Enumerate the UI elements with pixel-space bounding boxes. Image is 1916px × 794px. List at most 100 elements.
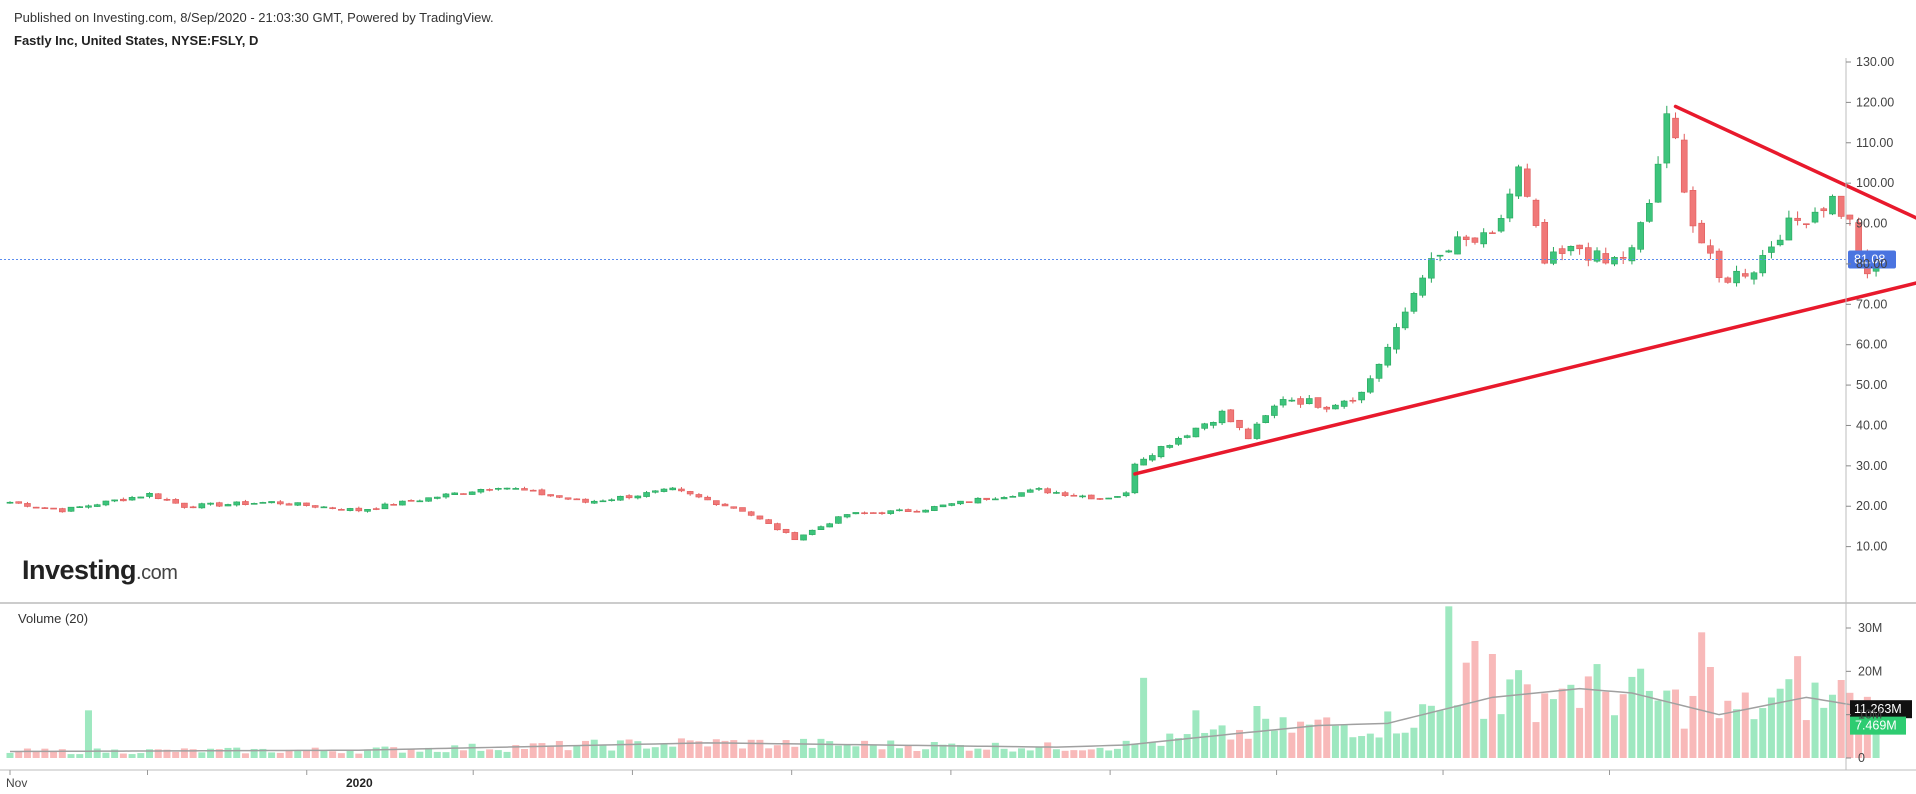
- candle: [922, 509, 929, 513]
- candle-body: [512, 488, 520, 490]
- candle-body: [1358, 391, 1365, 401]
- candle: [730, 506, 738, 509]
- candle-body: [765, 519, 772, 524]
- candle-body: [1454, 236, 1461, 255]
- candle: [120, 497, 127, 502]
- candle: [957, 500, 964, 505]
- x-tick-label-2020: 2020: [346, 776, 373, 790]
- candle: [756, 515, 764, 520]
- candle-body: [896, 509, 903, 512]
- logo-suffix: .com: [136, 562, 178, 584]
- volume-bar: [1279, 717, 1287, 758]
- volume-bar: [311, 747, 319, 758]
- candle: [791, 531, 799, 541]
- volume-bar: [895, 748, 903, 758]
- volume-bar: [1794, 656, 1802, 758]
- candle-body: [1349, 399, 1357, 402]
- volume-bar: [1584, 676, 1592, 758]
- candle-body: [1192, 427, 1200, 438]
- candle-body: [1497, 218, 1505, 232]
- volume-bar: [6, 752, 14, 758]
- candle-body: [1672, 117, 1679, 139]
- candle: [1602, 247, 1610, 265]
- candle: [1105, 497, 1113, 500]
- candle-body: [695, 494, 703, 498]
- candle-body: [582, 498, 589, 503]
- candle: [102, 500, 110, 507]
- volume-bar: [948, 743, 956, 758]
- candle-body: [564, 497, 572, 500]
- volume-bar: [765, 748, 773, 758]
- candle-body: [529, 489, 537, 492]
- volume-bar: [1236, 729, 1244, 758]
- candle: [1201, 422, 1208, 431]
- candle: [259, 501, 267, 504]
- candle: [1733, 265, 1740, 287]
- candle-body: [625, 495, 633, 499]
- candle-body: [1157, 446, 1165, 458]
- candle-body: [1210, 422, 1217, 426]
- volume-bar: [1445, 606, 1453, 758]
- candle-body: [407, 500, 415, 502]
- volume-bar: [1724, 700, 1732, 758]
- candle: [477, 488, 485, 494]
- volume-bar: [398, 752, 406, 758]
- candle-body: [1768, 246, 1775, 253]
- candle-body: [1785, 217, 1793, 241]
- candle: [1244, 427, 1252, 440]
- candle: [451, 492, 459, 496]
- candle-body: [1401, 311, 1409, 329]
- candle-body: [1053, 492, 1060, 494]
- logo-main: Investing: [22, 555, 137, 585]
- candle: [1820, 206, 1828, 218]
- volume-bar: [1323, 717, 1331, 758]
- volume-bar: [887, 740, 895, 758]
- candle-body: [1471, 237, 1479, 243]
- volume-bar: [573, 745, 581, 758]
- volume-bar: [1018, 748, 1026, 758]
- volume-bar: [250, 748, 258, 758]
- volume-bar: [800, 738, 808, 758]
- price-y-tick-label: 20.00: [1856, 499, 1887, 513]
- candle-body: [1367, 378, 1374, 393]
- volume-ma-line: [9, 687, 1877, 753]
- candle: [1846, 214, 1854, 226]
- volume-bar: [1846, 692, 1854, 758]
- last-volume-label: 7.469M: [1855, 719, 1897, 733]
- candle: [1262, 414, 1269, 424]
- candle-body: [669, 487, 677, 491]
- candle: [460, 493, 467, 495]
- candle: [1637, 221, 1644, 253]
- candle: [1018, 492, 1025, 497]
- volume-bar: [930, 742, 938, 758]
- candle-body: [1105, 497, 1113, 500]
- volume-bar: [1358, 736, 1366, 758]
- candle: [835, 516, 842, 524]
- candle: [1410, 291, 1418, 314]
- candle: [1253, 421, 1261, 440]
- volume-bar: [346, 750, 354, 758]
- volume-bar: [1523, 684, 1531, 758]
- candle: [1061, 490, 1069, 497]
- candle-body: [983, 497, 990, 500]
- candle: [538, 488, 546, 496]
- volume-bar: [1767, 697, 1775, 758]
- candle-body: [974, 497, 982, 504]
- candle: [782, 528, 790, 534]
- candle: [1114, 496, 1121, 498]
- candle: [198, 502, 206, 509]
- candle: [808, 529, 816, 536]
- candle: [128, 495, 136, 501]
- candle-body: [1297, 398, 1304, 405]
- candle: [1053, 490, 1060, 494]
- candle: [1009, 495, 1017, 498]
- candle: [1401, 307, 1409, 331]
- volume-bar: [1741, 692, 1749, 758]
- candle-body: [1585, 247, 1592, 261]
- candle-body: [904, 509, 912, 512]
- candle: [1715, 248, 1723, 283]
- candle: [1750, 271, 1758, 285]
- candle-body: [931, 506, 938, 511]
- candle-body: [1227, 409, 1235, 423]
